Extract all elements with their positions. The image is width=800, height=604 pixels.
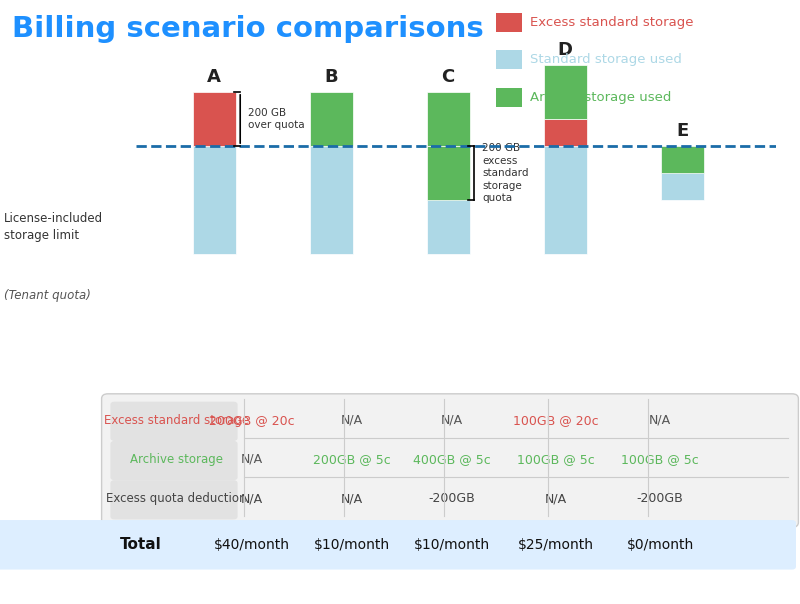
Text: 100GB @ 5c: 100GB @ 5c	[517, 453, 595, 466]
Text: $40/month: $40/month	[214, 538, 290, 552]
Bar	[544, 119, 586, 146]
Text: 100GB @ 20c: 100GB @ 20c	[513, 414, 599, 426]
Text: A: A	[207, 68, 221, 86]
Text: -200GB: -200GB	[429, 492, 475, 505]
Text: 200 GB
excess
standard
storage
quota: 200 GB excess standard storage quota	[482, 143, 529, 203]
Text: (Tenant quota): (Tenant quota)	[4, 289, 91, 303]
Text: N/A: N/A	[241, 492, 263, 505]
Text: N/A: N/A	[341, 492, 363, 505]
Text: N/A: N/A	[545, 492, 567, 505]
Bar	[193, 146, 235, 254]
Text: Excess standard storage: Excess standard storage	[104, 414, 249, 426]
Bar	[544, 146, 586, 254]
Text: 100GB @ 5c: 100GB @ 5c	[621, 453, 699, 466]
Bar	[310, 146, 353, 254]
Text: Excess quota deduction: Excess quota deduction	[106, 492, 246, 505]
Text: $10/month: $10/month	[414, 538, 490, 552]
Text: E: E	[676, 122, 689, 140]
Bar	[426, 146, 470, 200]
Text: $10/month: $10/month	[314, 538, 390, 552]
Text: License-included
storage limit: License-included storage limit	[4, 211, 103, 242]
Text: $25/month: $25/month	[518, 538, 594, 552]
Text: 200GB @ 5c: 200GB @ 5c	[313, 453, 391, 466]
Text: N/A: N/A	[649, 414, 671, 426]
Text: N/A: N/A	[441, 414, 463, 426]
Text: D: D	[558, 41, 573, 59]
Bar	[544, 65, 586, 119]
Text: Billing scenario comparisons: Billing scenario comparisons	[12, 15, 484, 43]
Bar	[310, 92, 353, 146]
Bar	[426, 146, 470, 254]
Text: $0/month: $0/month	[626, 538, 694, 552]
Text: N/A: N/A	[241, 453, 263, 466]
Text: 200GB @ 20c: 200GB @ 20c	[209, 414, 295, 426]
Text: Standard storage used: Standard storage used	[530, 53, 682, 66]
Text: Archive storage: Archive storage	[130, 453, 223, 466]
Bar	[661, 146, 704, 200]
Text: C: C	[442, 68, 455, 86]
Text: -200GB: -200GB	[637, 492, 683, 505]
Text: Archive storage used: Archive storage used	[530, 91, 671, 104]
Text: N/A: N/A	[341, 414, 363, 426]
Bar	[193, 92, 235, 146]
Text: 400GB @ 5c: 400GB @ 5c	[413, 453, 491, 466]
Text: 200 GB
over quota: 200 GB over quota	[248, 108, 305, 130]
Bar	[426, 92, 470, 146]
Text: B: B	[324, 68, 338, 86]
Text: Total: Total	[120, 538, 162, 552]
Text: Excess standard storage: Excess standard storage	[530, 16, 693, 29]
Bar	[661, 146, 704, 173]
